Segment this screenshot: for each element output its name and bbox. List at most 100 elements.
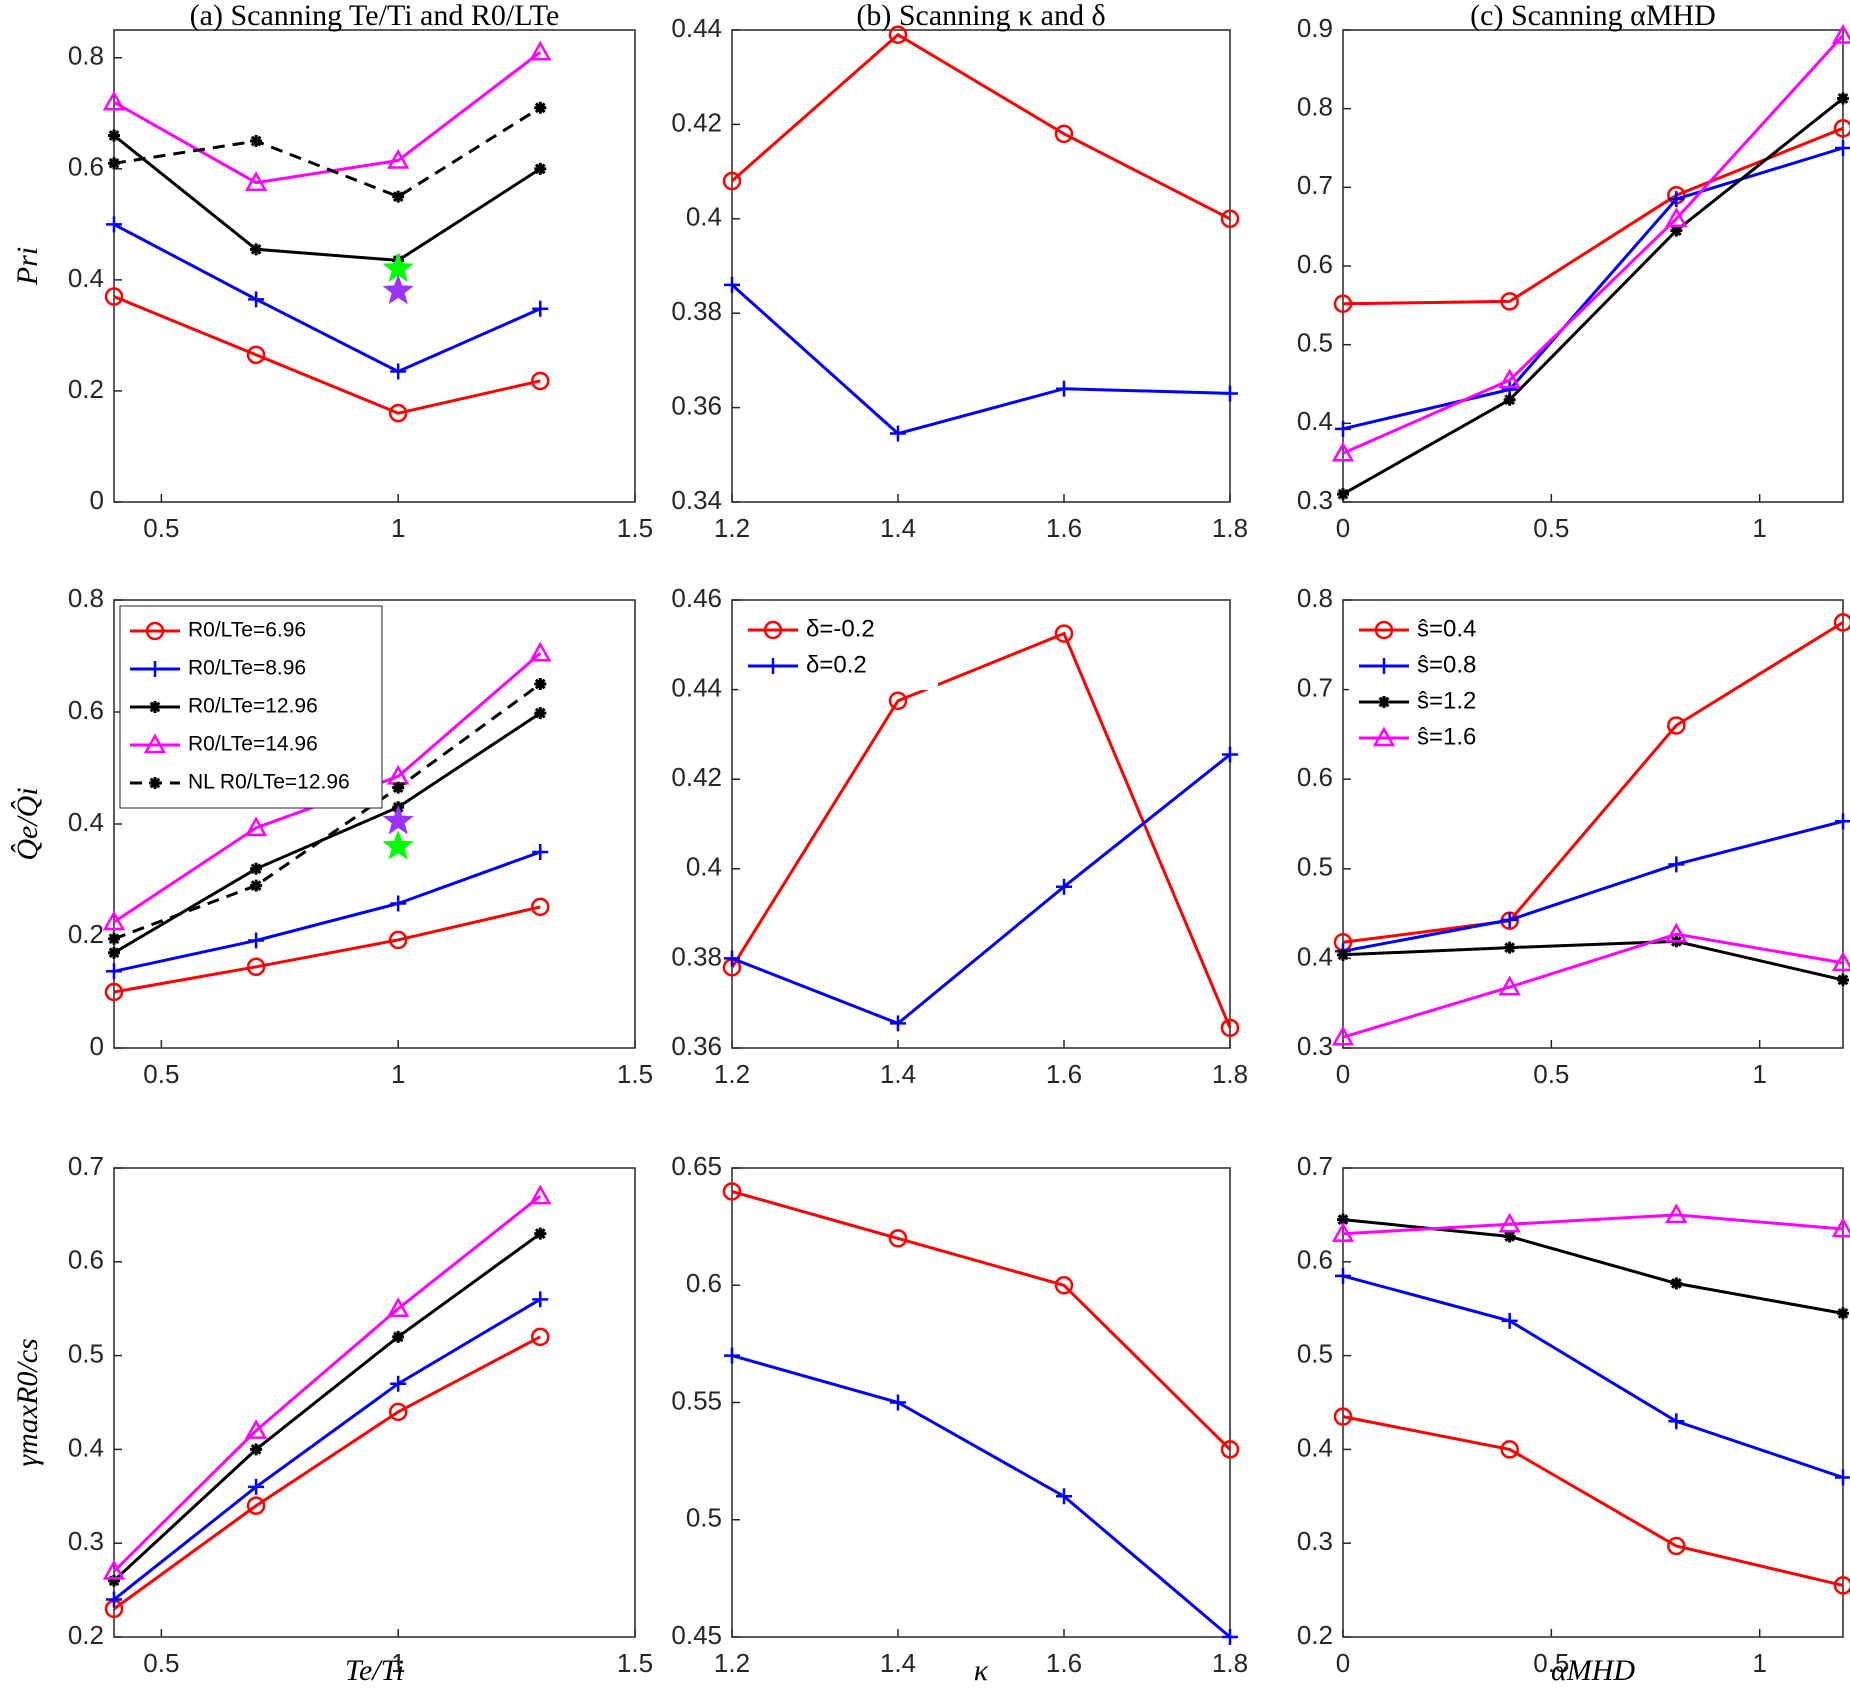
x-tick-label: 0.5 <box>1533 513 1569 543</box>
star-marker <box>382 804 414 835</box>
data-point <box>108 157 120 170</box>
plot-area <box>1342 29 1844 503</box>
star-marker <box>382 274 414 305</box>
x-tick-label: 1.8 <box>1212 1059 1248 1089</box>
legend-marker <box>765 658 781 674</box>
series-line <box>113 223 541 374</box>
data-point <box>888 25 908 44</box>
data-point <box>250 135 263 148</box>
legend-label: δ=-0.2 <box>806 615 875 642</box>
data-point <box>108 946 120 959</box>
y-tick-label: 0.42 <box>671 762 722 792</box>
data-point <box>534 101 547 114</box>
series-line <box>1342 1415 1844 1587</box>
series-line <box>1342 97 1844 496</box>
y-axis-label: Q̂e/Q̂i <box>11 787 44 860</box>
y-axis-label: Pri <box>11 247 44 286</box>
data-point <box>1837 1307 1849 1320</box>
data-point <box>106 216 122 233</box>
y-tick-label: 0.6 <box>68 1245 104 1275</box>
data-point <box>248 291 265 308</box>
y-tick-label: 0.6 <box>1297 1245 1333 1275</box>
x-tick-label: 0.5 <box>1533 1648 1569 1678</box>
legend-label: R0/LTe=8.96 <box>188 657 306 680</box>
data-point <box>890 1394 906 1411</box>
series-line <box>1342 621 1844 944</box>
y-tick-label: 0.6 <box>68 152 104 182</box>
y-tick-label: 0.5 <box>68 1338 104 1368</box>
series-line <box>731 1354 1231 1639</box>
x-tick-label: 1 <box>1752 1648 1766 1678</box>
data-point <box>724 950 740 967</box>
data-point <box>244 1419 268 1439</box>
data-point <box>392 781 405 794</box>
x-axis-label: Te/Ti <box>345 1654 404 1687</box>
legend-label: R0/LTe=12.96 <box>188 695 318 718</box>
x-tick-label: 1.2 <box>714 513 750 543</box>
data-point <box>1333 294 1353 314</box>
data-point <box>390 363 407 380</box>
y-tick-label: 0.4 <box>68 263 104 293</box>
data-point <box>1833 613 1850 632</box>
plot-area <box>113 29 636 503</box>
series-line <box>1342 34 1845 455</box>
y-tick-label: 0.3 <box>68 1526 104 1556</box>
data-point <box>888 691 908 711</box>
legend-marker <box>763 620 783 640</box>
series-line <box>113 1335 542 1611</box>
data-point <box>532 844 549 860</box>
y-tick-label: 0.65 <box>671 1151 722 1181</box>
data-point <box>387 1297 410 1317</box>
data-point <box>1335 1267 1351 1284</box>
data-point <box>388 930 408 950</box>
data-point <box>1056 380 1072 397</box>
data-point <box>248 932 265 949</box>
data-point <box>1335 420 1351 437</box>
y-tick-label: 0.7 <box>68 1151 104 1181</box>
legend-marker <box>1376 658 1392 674</box>
data-point <box>1498 368 1521 389</box>
x-tick-label: 0.5 <box>143 1059 179 1089</box>
legend-label: ŝ=0.4 <box>1417 615 1476 642</box>
y-tick-label: 0.46 <box>671 583 722 613</box>
y-tick-label: 0.6 <box>686 1268 722 1298</box>
data-point <box>1665 1203 1688 1224</box>
data-point <box>390 895 407 912</box>
data-point <box>1220 1440 1240 1459</box>
data-point <box>1498 1212 1521 1233</box>
x-tick-label: 1.4 <box>880 1648 916 1678</box>
data-point <box>1333 1407 1353 1426</box>
y-tick-label: 0.36 <box>671 390 722 420</box>
y-tick-label: 0.6 <box>1297 249 1333 279</box>
y-tick-label: 0.55 <box>671 1385 722 1415</box>
data-point <box>1337 1213 1349 1226</box>
legend-label: δ=0.2 <box>806 651 867 678</box>
data-point <box>1498 975 1521 996</box>
legend-label: ŝ=1.6 <box>1417 723 1476 750</box>
data-point <box>1833 1576 1850 1595</box>
series-line <box>1342 939 1844 982</box>
series-line <box>112 1232 542 1582</box>
data-point <box>1501 911 1518 928</box>
y-tick-label: 0.4 <box>1297 941 1333 971</box>
y-tick-label: 0.4 <box>686 202 722 232</box>
x-tick-label: 0 <box>1336 513 1350 543</box>
x-tick-label: 1.6 <box>1046 1648 1082 1678</box>
x-tick-label: 0 <box>1336 1059 1350 1089</box>
data-point <box>250 862 263 875</box>
data-point <box>1665 922 1688 943</box>
data-point <box>1337 948 1349 961</box>
y-tick-label: 0.3 <box>1297 1526 1333 1556</box>
series-line <box>731 1190 1232 1451</box>
data-point <box>534 707 547 720</box>
data-point <box>390 1375 407 1392</box>
series-line <box>1342 146 1844 431</box>
series-line <box>113 106 542 199</box>
y-tick-label: 0.44 <box>671 13 722 43</box>
y-tick-label: 0.2 <box>1297 1620 1333 1650</box>
data-point <box>246 957 266 977</box>
data-point <box>1831 23 1850 44</box>
data-point <box>1331 441 1355 462</box>
y-tick-label: 0.3 <box>1297 1031 1333 1061</box>
